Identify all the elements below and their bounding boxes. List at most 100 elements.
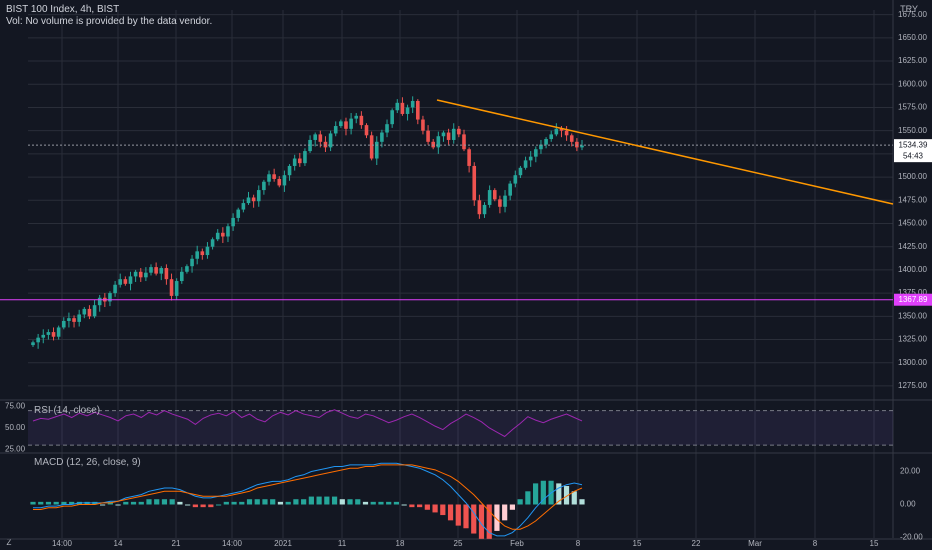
candle-body xyxy=(61,320,66,328)
candle-body xyxy=(190,258,194,267)
candle-body xyxy=(354,115,359,119)
candle-body xyxy=(262,181,266,191)
candle xyxy=(159,266,164,281)
candle-body xyxy=(457,128,461,135)
macd-histogram-bar xyxy=(61,501,67,505)
candle xyxy=(333,121,338,137)
candle-body xyxy=(231,217,235,227)
trendline xyxy=(436,99,894,205)
macd-histogram-bar xyxy=(138,501,144,505)
candle xyxy=(256,185,261,207)
candle xyxy=(113,281,117,297)
timezone-icon: Z xyxy=(7,538,12,547)
support-line-tag xyxy=(894,293,932,306)
candle xyxy=(56,325,61,340)
candle xyxy=(523,156,528,170)
support-line-label: 1367.89 xyxy=(899,295,928,304)
candle xyxy=(421,115,425,135)
candle-body xyxy=(436,136,441,148)
rsi-y-tick: 25.00 xyxy=(5,445,26,454)
candle-body xyxy=(339,121,343,127)
candle xyxy=(118,273,123,288)
macd-histogram-bar xyxy=(440,504,446,516)
candle xyxy=(246,191,251,205)
candle-body xyxy=(31,342,35,346)
macd-label: MACD (12, 26, close, 9) xyxy=(34,457,141,468)
candle xyxy=(77,309,81,327)
macd-histogram-bar xyxy=(308,496,314,505)
candle-body xyxy=(349,118,353,129)
candle-body xyxy=(333,126,338,134)
candle-body xyxy=(503,195,507,207)
candle xyxy=(359,111,364,129)
candle-body xyxy=(82,308,87,315)
candle-body xyxy=(564,130,569,136)
candle-body xyxy=(113,284,117,294)
candle-body xyxy=(292,158,297,166)
y-tick-label: 1450.00 xyxy=(898,219,927,228)
candle xyxy=(313,132,317,147)
candle xyxy=(318,130,323,148)
macd-histogram-bar xyxy=(169,499,175,505)
candle-body xyxy=(138,271,143,278)
candle xyxy=(446,128,451,145)
candle xyxy=(549,130,554,142)
y-tick-label: 1400.00 xyxy=(898,265,927,274)
candle xyxy=(236,207,241,222)
candle xyxy=(51,327,56,341)
candle-body xyxy=(328,133,333,148)
candle xyxy=(195,245,199,265)
x-tick-label: 11 xyxy=(338,539,347,548)
macd-histogram-bar xyxy=(192,504,198,508)
candle-body xyxy=(492,190,497,200)
macd-histogram-bar xyxy=(254,499,260,505)
y-tick-label: 1375.00 xyxy=(898,288,927,297)
candle-body xyxy=(580,145,584,148)
macd-histogram-bar xyxy=(540,480,546,505)
macd-histogram-bar xyxy=(324,496,330,505)
x-tick-label: 15 xyxy=(633,539,642,548)
macd-histogram-bar xyxy=(246,499,253,505)
candle xyxy=(97,294,102,312)
candle-body xyxy=(200,251,205,256)
y-tick-label: 1650.00 xyxy=(898,33,927,42)
countdown-label: 54:43 xyxy=(903,151,924,160)
candle-body xyxy=(554,128,559,135)
macd-histogram-bar xyxy=(362,501,369,505)
candle-body xyxy=(298,158,302,164)
y-tick-label: 1425.00 xyxy=(898,242,927,251)
macd-histogram xyxy=(30,480,585,539)
candle-body xyxy=(77,314,81,322)
macd-histogram-bar xyxy=(347,499,353,505)
candle xyxy=(354,113,359,124)
macd-histogram-bar xyxy=(455,504,461,526)
macd-histogram-bar xyxy=(231,501,237,505)
candle-body xyxy=(72,318,76,322)
candle-body xyxy=(472,165,477,201)
candle xyxy=(210,237,215,250)
y-tick-label: 1300.00 xyxy=(898,358,927,367)
candle xyxy=(441,130,446,142)
candle-body xyxy=(549,134,554,140)
candle xyxy=(395,99,400,114)
candle xyxy=(287,164,292,181)
candle xyxy=(123,276,128,286)
macd-histogram-bar xyxy=(386,501,392,505)
candle xyxy=(400,97,405,116)
macd-histogram-bar xyxy=(185,504,191,506)
candle-body xyxy=(236,209,241,218)
candle xyxy=(179,267,184,284)
candle-body xyxy=(128,276,133,284)
y-tick-label: 1575.00 xyxy=(898,103,927,112)
candles xyxy=(31,96,584,349)
macd-histogram-bar xyxy=(517,499,523,505)
candle-body xyxy=(251,197,256,202)
macd-histogram-bar xyxy=(223,501,229,505)
macd-histogram-bar xyxy=(215,504,222,506)
macd-histogram-bar xyxy=(571,491,577,505)
x-tick-label: 2021 xyxy=(274,539,292,548)
candle-body xyxy=(56,327,61,337)
rsi-band-fill xyxy=(28,410,893,446)
candle xyxy=(190,255,194,273)
